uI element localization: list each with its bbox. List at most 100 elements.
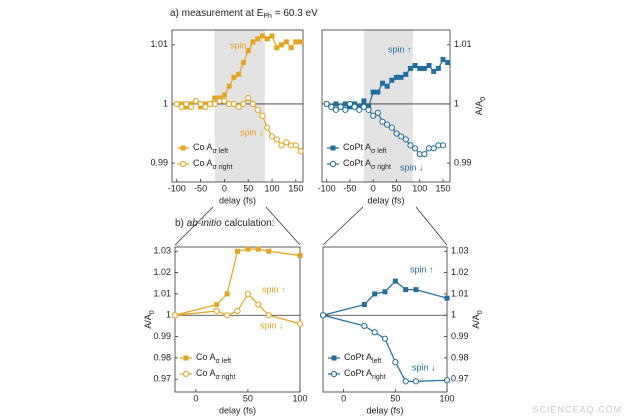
marker — [296, 320, 304, 327]
marker — [236, 71, 242, 77]
marker — [361, 322, 368, 329]
marker — [230, 100, 238, 108]
legend-marker — [183, 355, 189, 361]
x-tick-label: 100 — [292, 393, 307, 403]
marker — [412, 62, 418, 68]
y-tick-label: 0.99 — [153, 331, 171, 341]
marker — [439, 142, 447, 149]
marker — [382, 289, 388, 295]
marker — [411, 145, 419, 152]
marker — [278, 142, 285, 149]
marker — [372, 291, 378, 297]
x-tick-label: 50 — [243, 183, 253, 193]
x-axis-label: delay (fs) — [366, 405, 403, 415]
marker — [231, 74, 237, 80]
marker — [346, 100, 354, 108]
marker — [187, 103, 195, 110]
y-label-text: A/A — [471, 314, 481, 329]
marker — [426, 62, 432, 68]
y-tick-label: 1.02 — [153, 267, 171, 277]
marker — [388, 124, 395, 131]
y-tick-label: 1.03 — [451, 246, 469, 256]
y-tick-label: 1 — [166, 310, 171, 320]
y-tick-label: 0.98 — [451, 352, 469, 362]
heading-sub: Ph — [263, 13, 272, 20]
x-tick-label: 50 — [243, 393, 253, 403]
legend-marker — [331, 355, 337, 361]
x-tick-label: -50 — [343, 183, 356, 193]
connector — [322, 206, 364, 246]
y-tick-label: 1 — [454, 98, 459, 108]
marker — [265, 312, 272, 319]
marker — [361, 302, 367, 308]
plot-frame — [171, 29, 304, 183]
marker — [370, 112, 377, 119]
marker — [245, 48, 251, 54]
x-tick-label: 50 — [391, 183, 401, 193]
y-tick-label: 0.97 — [153, 374, 171, 384]
marker — [361, 98, 367, 104]
marker — [393, 130, 400, 137]
annotation: spin ↑ — [262, 284, 286, 294]
heading-text: a) measurement at E — [170, 8, 264, 19]
legend-name: CoPt A — [343, 158, 371, 168]
x-tick-label: -100 — [318, 183, 336, 193]
legend-label: Co Aσ left — [193, 142, 228, 154]
marker — [323, 100, 330, 108]
marker — [264, 36, 270, 42]
marker — [337, 103, 344, 110]
connector — [265, 206, 301, 246]
marker — [245, 246, 251, 252]
legend-label: CoPt Aleft — [344, 352, 381, 364]
marker — [444, 295, 450, 301]
marker — [235, 103, 242, 110]
y-label-sub: 0 — [480, 97, 487, 101]
legend-sub: σ right — [216, 374, 236, 381]
marker — [351, 103, 358, 110]
legend-marker — [330, 370, 338, 378]
marker — [183, 100, 190, 108]
marker — [244, 290, 252, 298]
marker — [297, 148, 304, 155]
marker — [224, 291, 230, 297]
marker — [197, 100, 204, 108]
marker — [332, 106, 340, 113]
marker — [173, 100, 180, 108]
annotation: spin ↓ — [260, 320, 284, 330]
panel-b-heading: b) ab-initio calculation: — [175, 218, 275, 229]
marker — [371, 329, 378, 336]
legend-marker — [329, 160, 337, 168]
legend-sub: σ left — [216, 358, 232, 365]
marker — [250, 39, 256, 45]
marker — [407, 65, 413, 71]
marker — [402, 136, 409, 143]
legend-name: CoPt A — [343, 142, 371, 152]
marker — [234, 307, 241, 315]
watermark: SCIENCEAQ.COM — [532, 404, 622, 414]
annotation: spin ↓ — [412, 362, 436, 372]
y-tick-label: 1.02 — [451, 267, 469, 277]
marker — [235, 248, 240, 254]
marker — [245, 94, 252, 102]
marker — [403, 287, 409, 293]
marker — [260, 33, 266, 39]
marker — [213, 307, 220, 315]
marker — [342, 106, 349, 113]
marker — [254, 106, 261, 113]
marker — [293, 39, 299, 45]
y-axis-label: A/A0 — [143, 310, 155, 329]
legend-sub: σ right — [213, 164, 233, 171]
marker — [374, 109, 381, 116]
marker — [402, 378, 409, 385]
y-tick-label: 1.01 — [454, 39, 472, 49]
annotation: spin ↑ — [230, 40, 254, 50]
marker — [211, 100, 218, 108]
legend-label: CoPt Aσ right — [343, 158, 391, 170]
marker — [342, 101, 348, 107]
annotation: spin ↓ — [400, 162, 424, 172]
marker — [360, 103, 367, 110]
x-tick-label: 0 — [193, 393, 198, 403]
legend-label: Co Aσ left — [196, 352, 231, 364]
marker — [292, 142, 299, 149]
